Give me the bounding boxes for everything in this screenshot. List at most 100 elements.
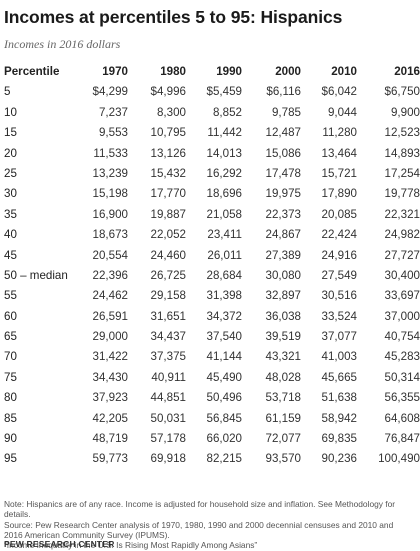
percentile-label: 25 <box>4 166 17 180</box>
income-value-cell: 58,942 <box>321 411 357 425</box>
percentile-label: 90 <box>4 432 17 446</box>
income-value-cell: 27,727 <box>384 248 420 262</box>
income-value-cell: 61,159 <box>265 411 301 425</box>
income-value-cell: 32,897 <box>265 289 301 303</box>
percentile-label: 85 <box>4 411 17 425</box>
column-header-year: 2016 <box>394 65 420 78</box>
percentile-label: 10 <box>4 105 17 119</box>
table-row: 30 15,198 17,770 18,696 19,975 17,890 19,778 <box>0 180 420 200</box>
income-value-cell: 11,533 <box>93 146 128 160</box>
income-value-cell: 9,900 <box>390 105 420 119</box>
income-value-cell: 29,000 <box>92 330 128 344</box>
table-row: 70 31,422 37,375 41,144 43,321 41,003 45,283 <box>0 343 420 363</box>
income-value-cell: $6,042 <box>321 85 357 99</box>
table-row: 35 16,900 19,887 21,058 22,373 20,085 22,321 <box>0 200 420 221</box>
income-value-cell: 14,893 <box>384 146 420 160</box>
income-value-cell: 9,785 <box>271 105 301 119</box>
column-header-year: 1980 <box>160 65 186 78</box>
table-row: 15 9,553 10,795 11,442 12,487 11,280 12,523 <box>0 119 420 139</box>
table-row: 60 26,591 31,651 34,372 36,038 33,524 37,000 <box>0 302 420 323</box>
income-value-cell: 100,490 <box>378 452 420 466</box>
income-value-cell: 15,721 <box>321 166 357 180</box>
percentile-label: 55 <box>4 289 17 303</box>
income-value-cell: 22,424 <box>321 228 357 242</box>
income-value-cell: 66,020 <box>206 432 242 446</box>
table-row: 90 48,719 57,178 66,020 72,077 69,835 76,847 <box>0 425 420 445</box>
income-value-cell: 51,638 <box>321 391 357 405</box>
income-value-cell: 20,554 <box>92 248 128 262</box>
source-text: Source: Pew Research Center analysis of … <box>4 519 394 540</box>
income-value-cell: 28,684 <box>206 268 242 282</box>
income-value-cell: 13,464 <box>321 146 357 160</box>
income-value-cell: 12,523 <box>384 126 420 140</box>
income-value-cell: 17,254 <box>384 166 420 180</box>
income-value-cell: 22,321 <box>384 207 420 221</box>
income-value-cell: $6,750 <box>384 85 420 99</box>
income-value-cell: 90,236 <box>321 452 357 466</box>
income-value-cell: 64,608 <box>384 411 420 425</box>
table-row: 45 20,554 24,460 26,011 27,389 24,916 27,727 <box>0 241 420 262</box>
percentile-label: 95 <box>4 452 17 466</box>
income-value-cell: 44,851 <box>150 391 186 405</box>
income-value-cell: 82,215 <box>206 452 242 466</box>
income-value-cell: 31,651 <box>150 309 186 323</box>
income-value-cell: 19,975 <box>265 187 301 201</box>
table-row: 20 11,533 13,126 14,013 15,086 13,464 14,893 <box>0 139 420 160</box>
income-value-cell: 13,239 <box>92 166 128 180</box>
income-value-cell: 69,918 <box>150 452 186 466</box>
income-value-cell: 19,887 <box>150 207 186 221</box>
income-value-cell: 31,398 <box>206 289 242 303</box>
income-value-cell: 56,355 <box>384 391 420 405</box>
income-value-cell: 17,770 <box>150 187 186 201</box>
income-value-cell: 42,205 <box>92 411 128 425</box>
income-value-cell: 22,052 <box>150 228 186 242</box>
income-value-cell: 24,462 <box>92 289 128 303</box>
income-value-cell: 43,321 <box>265 350 301 364</box>
page-title: Incomes at percentiles 5 to 95: Hispanic… <box>4 7 343 27</box>
income-value-cell: 20,085 <box>321 207 357 221</box>
income-value-cell: 41,144 <box>206 350 242 364</box>
table-row: 40 18,673 22,052 23,411 24,867 22,424 24,982 <box>0 221 420 241</box>
income-value-cell: 37,923 <box>92 391 128 405</box>
percentile-label: 20 <box>4 146 17 160</box>
income-value-cell: 19,778 <box>384 187 420 201</box>
percentile-label: 50 – median <box>4 268 68 282</box>
percentile-label: 80 <box>4 391 17 405</box>
income-value-cell: 18,696 <box>206 187 242 201</box>
income-value-cell: $6,116 <box>266 85 301 99</box>
income-value-cell: 45,665 <box>321 370 357 384</box>
income-value-cell: 29,158 <box>150 289 186 303</box>
income-value-cell: 27,549 <box>321 268 357 282</box>
income-value-cell: 10,795 <box>150 126 186 140</box>
income-value-cell: 22,396 <box>92 268 128 282</box>
percentile-label: 65 <box>4 330 17 344</box>
column-header-year: 1990 <box>216 65 242 78</box>
income-value-cell: 24,916 <box>321 248 357 262</box>
income-value-cell: 16,292 <box>206 166 242 180</box>
income-value-cell: 21,058 <box>206 207 242 221</box>
income-value-cell: 22,373 <box>265 207 301 221</box>
income-value-cell: 30,400 <box>384 268 420 282</box>
income-value-cell: 45,490 <box>206 370 242 384</box>
percentile-label: 5 <box>4 85 11 99</box>
percentile-label: 40 <box>4 228 17 242</box>
income-value-cell: 9,044 <box>327 105 357 119</box>
table-body: 5 $4,299 $4,996 $5,459 $6,116 $6,042 $6,750 10 7… <box>0 78 420 465</box>
income-value-cell: 18,673 <box>92 228 128 242</box>
income-value-cell: 14,013 <box>206 146 242 160</box>
income-value-cell: 27,389 <box>265 248 301 262</box>
income-value-cell: 17,890 <box>321 187 357 201</box>
income-value-cell: $5,459 <box>206 85 242 99</box>
percentile-label: 75 <box>4 370 17 384</box>
income-value-cell: 37,540 <box>206 330 242 344</box>
income-value-cell: 24,982 <box>384 228 420 242</box>
percentile-label: 15 <box>4 126 17 140</box>
income-value-cell: 39,519 <box>265 330 301 344</box>
income-value-cell: 50,314 <box>384 370 420 384</box>
income-value-cell: 26,591 <box>92 309 128 323</box>
table-row: 5 $4,299 $4,996 $5,459 $6,116 $6,042 $6,750 <box>0 78 420 98</box>
income-percentile-table: Percentile 1970 1980 1990 2000 2010 2016… <box>0 64 420 465</box>
income-value-cell: 40,754 <box>384 330 420 344</box>
income-value-cell: 34,437 <box>150 330 186 344</box>
income-value-cell: 16,900 <box>92 207 128 221</box>
